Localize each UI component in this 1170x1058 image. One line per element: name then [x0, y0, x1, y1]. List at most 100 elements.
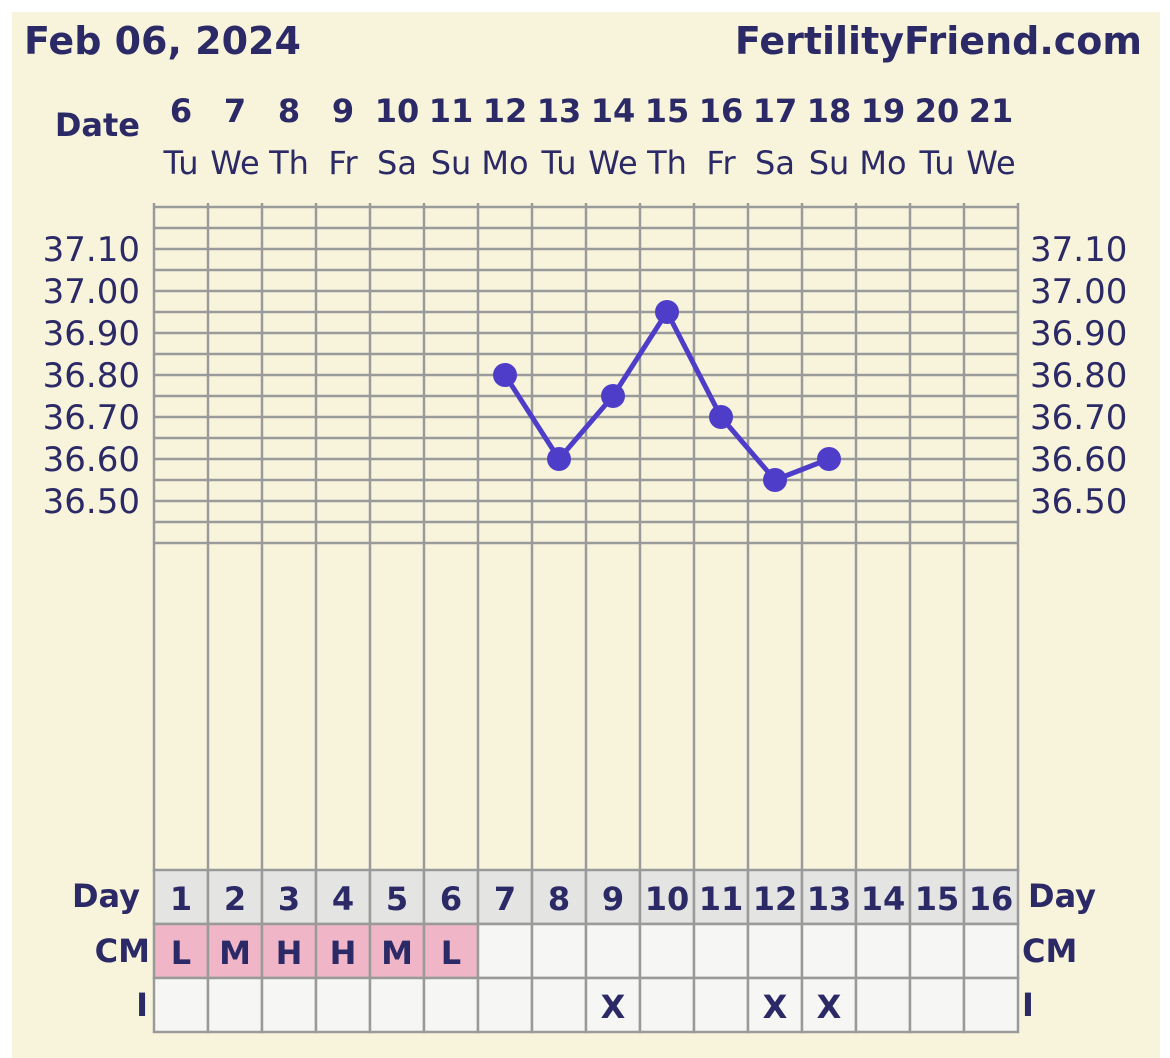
date-label: 8: [278, 92, 300, 130]
date-label: 15: [645, 92, 690, 130]
cycle-day-box: [800, 868, 858, 926]
date-label: 14: [591, 92, 636, 130]
weekday-label: Fr: [706, 144, 736, 182]
cm-row-label-left: CM: [95, 932, 150, 970]
date-row-label: Date: [55, 106, 140, 144]
y-tick-label-right: 36.80: [1030, 356, 1127, 396]
temperature-grid: [152, 203, 1020, 872]
intercourse-cell-box: [476, 976, 534, 1034]
weekday-label: We: [588, 144, 637, 182]
temperature-line: [493, 300, 841, 492]
cm-cell-box: [584, 922, 642, 980]
cycle-day-box: [692, 868, 750, 926]
cycle-day-box: [206, 868, 264, 926]
cycle-day-box: [476, 868, 534, 926]
intercourse-cell-box: [908, 976, 966, 1034]
y-tick-label-right: 36.70: [1030, 398, 1127, 438]
intercourse-cell-box: [260, 976, 318, 1034]
cm-cell-label: L: [441, 934, 461, 972]
cycle-day-label: 1: [170, 880, 192, 918]
weekday-label: Th: [268, 144, 309, 182]
cycle-day-label: 9: [602, 880, 624, 918]
cycle-day-box: [260, 868, 318, 926]
weekday-label: Tu: [163, 144, 199, 182]
intercourse-cell-label: X: [601, 988, 626, 1026]
cycle-day-label: 10: [645, 880, 690, 918]
date-label: 7: [224, 92, 246, 130]
site-name: FertilityFriend.com: [735, 19, 1142, 63]
cycle-day-box: [962, 868, 1020, 926]
intercourse-cell-box: [368, 976, 426, 1034]
cycle-day-box: [314, 868, 372, 926]
date-label: 19: [861, 92, 906, 130]
y-tick-label-right: 36.50: [1030, 482, 1127, 522]
date-label: 21: [969, 92, 1014, 130]
temperature-point: [655, 300, 679, 324]
chart-date: Feb 06, 2024: [24, 19, 301, 63]
cycle-day-label: 6: [440, 880, 462, 918]
y-tick-label-left: 36.50: [43, 482, 140, 522]
date-label: 17: [753, 92, 798, 130]
weekday-label: Tu: [919, 144, 955, 182]
intercourse-cell-box: [206, 976, 264, 1034]
y-tick-label-right: 36.90: [1030, 314, 1127, 354]
cm-cell-box: [476, 922, 534, 980]
cm-cell-box: [746, 922, 804, 980]
y-tick-label-left: 36.90: [43, 314, 140, 354]
intercourse-cell-box: [854, 976, 912, 1034]
intercourse-cell-box: [746, 976, 804, 1034]
cycle-day-label: 5: [386, 880, 408, 918]
intercourse-cell-box: [800, 976, 858, 1034]
date-label: 6: [170, 92, 192, 130]
weekday-label: Th: [646, 144, 687, 182]
y-tick-label-left: 36.60: [43, 440, 140, 480]
cm-cell-box: [368, 922, 426, 980]
intercourse-row-label-left: I: [136, 986, 148, 1024]
cm-cell-box: [962, 922, 1020, 980]
y-tick-label-left: 37.00: [43, 272, 140, 312]
cycle-day-label: 4: [332, 880, 354, 918]
cm-cell-box: [692, 922, 750, 980]
weekday-label: Sa: [377, 144, 417, 182]
temperature-point: [601, 384, 625, 408]
cycle-day-box: [638, 868, 696, 926]
temperature-point: [763, 468, 787, 492]
intercourse-cell-box: [638, 976, 696, 1034]
chart-frame: Feb 06, 2024 FertilityFriend.com Date 37…: [12, 12, 1160, 1058]
cm-cell-label: M: [381, 934, 413, 972]
y-tick-label-left: 36.80: [43, 356, 140, 396]
date-label: 13: [537, 92, 582, 130]
intercourse-cell-box: [422, 976, 480, 1034]
weekday-label: We: [210, 144, 259, 182]
cycle-day-label: 3: [278, 880, 300, 918]
weekday-label: Fr: [328, 144, 358, 182]
temperature-point: [817, 447, 841, 471]
cm-cell-label: H: [276, 934, 303, 972]
cycle-day-label: 12: [753, 880, 798, 918]
y-tick-label-left: 37.10: [43, 230, 140, 270]
weekday-label: Su: [431, 144, 472, 182]
cycle-day-label: 2: [224, 880, 246, 918]
cm-cell-box: [908, 922, 966, 980]
y-tick-label-right: 37.00: [1030, 272, 1127, 312]
y-tick-label-left: 36.70: [43, 398, 140, 438]
weekday-label: Su: [809, 144, 850, 182]
cycle-day-label: 7: [494, 880, 516, 918]
cm-cell-label: H: [330, 934, 357, 972]
cm-cell-box: [530, 922, 588, 980]
cycle-day-box: [908, 868, 966, 926]
intercourse-cell-label: X: [817, 988, 842, 1026]
cm-row-label-right: CM: [1022, 932, 1077, 970]
weekday-label: Mo: [859, 144, 906, 182]
date-label: 16: [699, 92, 744, 130]
weekday-label: Tu: [541, 144, 577, 182]
fertility-chart: Feb 06, 2024 FertilityFriend.com Date 37…: [24, 19, 1142, 1034]
cm-cell-box: [638, 922, 696, 980]
intercourse-cell-box: [152, 976, 210, 1034]
date-label: 18: [807, 92, 852, 130]
date-label: 11: [429, 92, 474, 130]
cm-cell-box: [800, 922, 858, 980]
cycle-day-label: 14: [861, 880, 906, 918]
temperature-point: [547, 447, 571, 471]
cycle-day-label: 11: [699, 880, 744, 918]
